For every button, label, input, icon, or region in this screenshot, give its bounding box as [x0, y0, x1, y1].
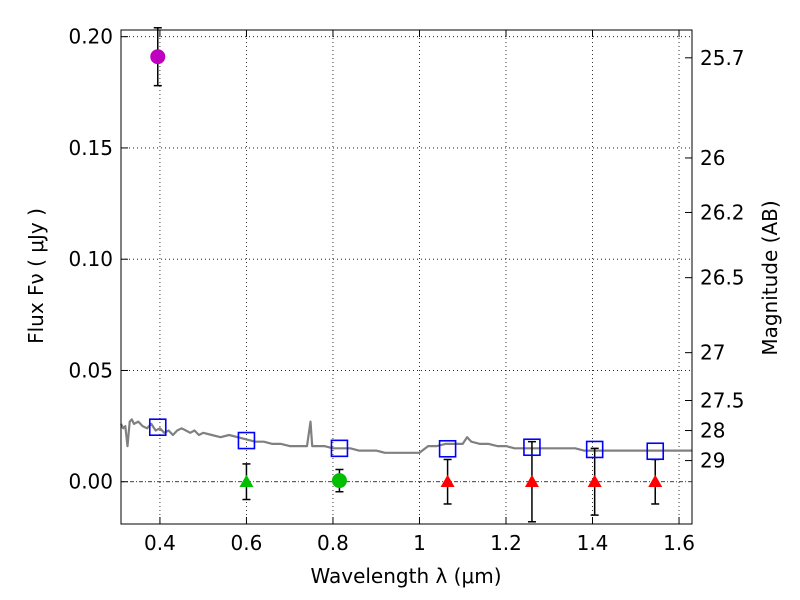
y-tick-label: 0.05	[68, 358, 113, 382]
x-tick-label: 0.4	[144, 531, 176, 555]
y-axis-label: Flux Fν ( μJy )	[24, 208, 48, 344]
plot-frame	[120, 29, 693, 525]
y2-tick-label: 26	[700, 146, 725, 170]
x-tick-label: 0.6	[231, 531, 263, 555]
model-square-marker	[523, 438, 541, 457]
upper-limit-triangle-marker	[239, 474, 254, 487]
y2-axis-label: Magnitude (AB)	[758, 200, 782, 355]
model-square-marker	[438, 439, 457, 458]
grid-lines	[121, 30, 692, 524]
model-square-marker	[646, 442, 665, 461]
model-sed-line	[120, 418, 692, 454]
observed-circle-marker	[331, 473, 347, 489]
upper-limit-triangle-marker	[440, 474, 455, 487]
model-sed-layer	[120, 418, 692, 454]
upper-limit-triangle-marker	[648, 474, 663, 487]
model-square-marker	[585, 440, 604, 459]
upper-limit-triangle-marker	[524, 474, 539, 487]
x-tick-label: 0.8	[317, 531, 349, 555]
x-axis-label: Wavelength λ (μm)	[310, 564, 501, 588]
x-tick-label: 1.2	[490, 531, 522, 555]
model-square-marker	[330, 439, 349, 458]
x-tick-label: 1.6	[663, 531, 695, 555]
y-tick-label: 0.15	[68, 136, 113, 160]
model-square-marker	[148, 418, 167, 437]
error-bars	[153, 27, 660, 523]
y2-tick-label: 25.7	[700, 46, 745, 70]
upper-limit-triangle-marker	[587, 474, 602, 487]
observed-circle-marker	[150, 49, 166, 65]
data-markers	[148, 49, 665, 489]
x-tick-label: 1.4	[577, 531, 609, 555]
y2-tick-label: 26.2	[700, 200, 745, 224]
model-square-marker	[237, 431, 256, 450]
y-tick-label: 0.00	[68, 470, 113, 494]
y2-tick-label: 27.5	[700, 389, 745, 413]
y-tick-label: 0.10	[68, 247, 113, 271]
y-tick-label: 0.20	[68, 25, 113, 49]
y2-tick-label: 29	[700, 449, 725, 473]
x-tick-label: 1	[413, 531, 426, 555]
y2-tick-label: 26.5	[700, 266, 745, 290]
y2-tick-label: 27	[700, 341, 725, 365]
axis-ticks: 0.4 0.6 0.8 1 1.2 1.4 1.6 0.00 0.05 0.10 0.15 0.20 2…	[68, 25, 744, 555]
y2-tick-label: 28	[700, 419, 725, 443]
